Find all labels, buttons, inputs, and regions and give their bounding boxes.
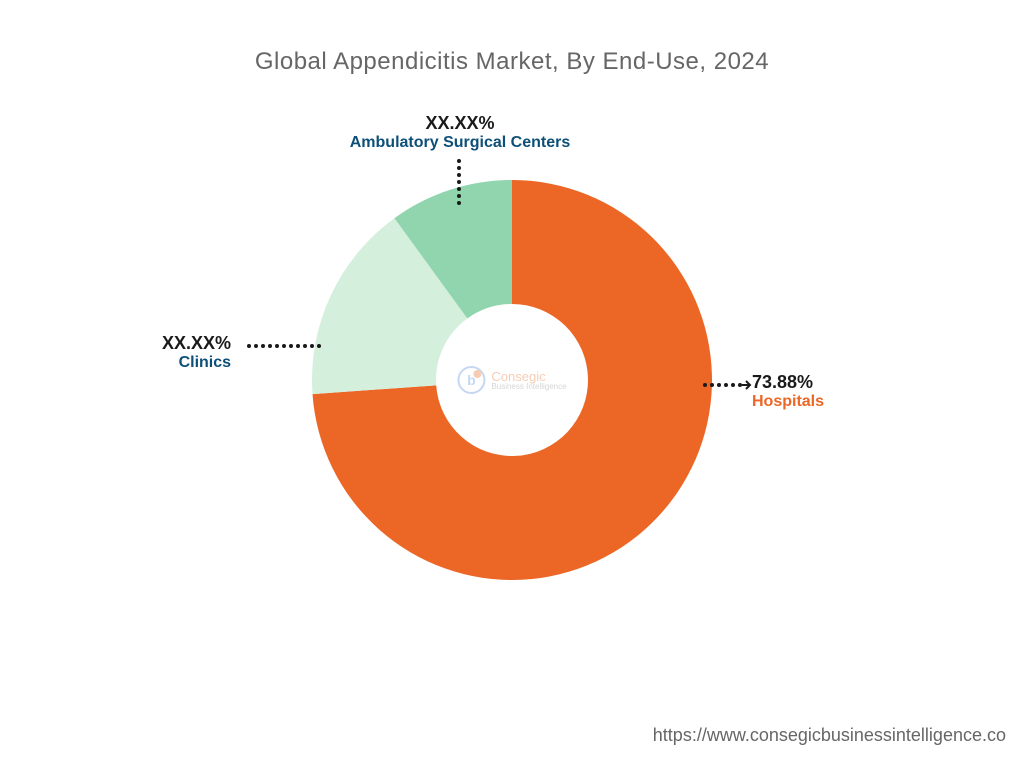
name-hospitals: Hospitals	[752, 393, 824, 411]
logo-icon: b	[457, 366, 485, 394]
logo-tagline: Business Intelligence	[491, 383, 566, 391]
logo-brand: Consegic	[491, 370, 566, 383]
footer-url: https://www.consegicbusinessintelligence…	[653, 725, 1006, 746]
center-watermark-logo: b Consegic Business Intelligence	[457, 366, 566, 394]
name-clinics: Clinics	[162, 354, 231, 372]
pct-clinics: XX.XX%	[162, 333, 231, 354]
donut-chart: b Consegic Business Intelligence	[312, 180, 712, 580]
callout-line-ambulatory	[454, 157, 464, 212]
name-ambulatory: Ambulatory Surgical Centers	[330, 134, 590, 152]
label-hospitals: 73.88% Hospitals	[752, 372, 824, 411]
pct-ambulatory: XX.XX%	[330, 113, 590, 134]
pct-hospitals: 73.88%	[752, 372, 824, 393]
callout-line-clinics	[245, 341, 330, 351]
callout-line-hospitals	[702, 378, 752, 392]
label-clinics: XX.XX% Clinics	[162, 333, 231, 372]
label-ambulatory: XX.XX% Ambulatory Surgical Centers	[330, 113, 590, 152]
chart-title: Global Appendicitis Market, By End-Use, …	[0, 48, 1024, 76]
